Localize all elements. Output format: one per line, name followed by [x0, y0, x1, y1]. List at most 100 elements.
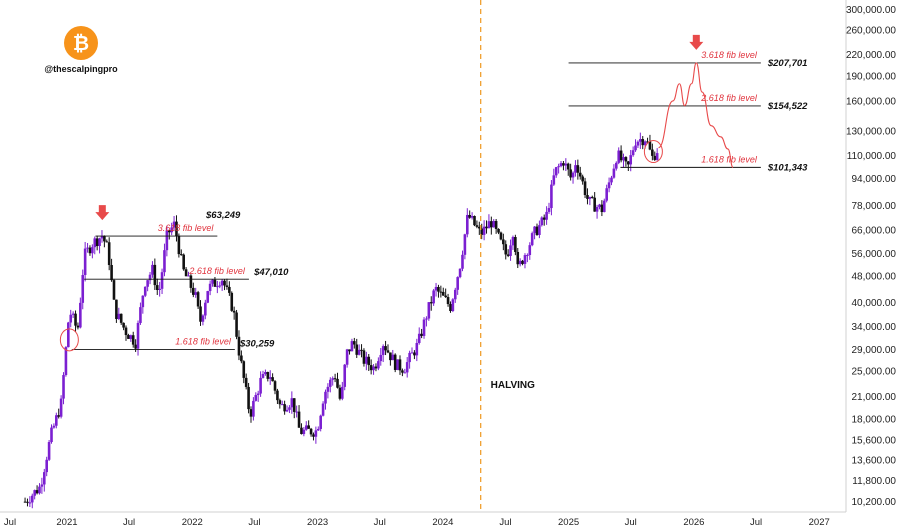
- candle-body: [559, 163, 563, 167]
- candle-body: [297, 411, 301, 428]
- candle-body: [377, 361, 380, 369]
- candle-body: [95, 238, 99, 247]
- candle-body: [410, 352, 414, 354]
- candle-body: [124, 327, 128, 336]
- y-tick-label: 11,800.00: [852, 476, 896, 487]
- x-tick-label: 2026: [683, 517, 704, 528]
- candle-body: [331, 378, 335, 380]
- candle-body: [369, 365, 373, 371]
- candle-body: [216, 286, 219, 288]
- candle-body: [554, 167, 558, 176]
- candle-body: [218, 285, 222, 287]
- candle-body: [119, 313, 123, 323]
- candle-body: [405, 362, 409, 373]
- y-tick-label: 15,600.00: [852, 435, 897, 446]
- candle-body: [576, 165, 580, 173]
- y-tick-label: 260,000.00: [846, 26, 896, 37]
- candle-body: [223, 280, 226, 286]
- candle-body: [357, 349, 361, 355]
- candle-body: [71, 313, 75, 315]
- candle-body: [437, 286, 440, 292]
- candle-body: [100, 236, 104, 239]
- candle-body: [456, 277, 459, 290]
- y-tick-label: 110,000.00: [847, 151, 897, 162]
- candle-body: [259, 377, 262, 394]
- candle-body: [302, 429, 306, 435]
- y-tick-label: 40,000.00: [852, 298, 897, 309]
- candle-body: [602, 200, 606, 213]
- fib-price-label: $154,522: [767, 101, 808, 112]
- candle-body: [105, 241, 109, 243]
- candle-body: [526, 255, 529, 257]
- candle-body: [240, 355, 243, 362]
- candle-body: [639, 139, 642, 142]
- candle-body: [292, 398, 296, 412]
- candle-body: [345, 349, 349, 365]
- candle-body: [81, 275, 85, 303]
- candle-body: [583, 181, 587, 196]
- candle-body: [204, 302, 207, 316]
- candle-body: [379, 354, 383, 362]
- candle-body: [566, 163, 570, 170]
- candle-body: [312, 434, 315, 437]
- fib-price-label: $47,010: [253, 267, 289, 278]
- candle-body: [600, 204, 604, 213]
- candle-body: [629, 155, 633, 165]
- candle-body: [441, 291, 445, 296]
- candle-body: [422, 319, 426, 336]
- candle-body: [391, 354, 395, 361]
- y-tick-label: 10,200.00: [852, 497, 897, 508]
- candle-body: [264, 372, 267, 374]
- candle-body: [242, 361, 246, 378]
- candle-body: [122, 322, 125, 328]
- candle-body: [38, 486, 41, 494]
- candle-body: [429, 302, 433, 304]
- x-tick-label: 2023: [307, 517, 328, 528]
- candle-body: [167, 230, 171, 233]
- brand-handle: @thescalpingpro: [44, 64, 118, 74]
- candle-body: [304, 425, 308, 430]
- candle-body: [473, 215, 476, 226]
- candle-body: [177, 236, 181, 255]
- candle-body: [64, 347, 68, 376]
- candle-body: [79, 302, 82, 328]
- candle-body: [107, 242, 111, 266]
- candle-body: [516, 251, 520, 265]
- candle-body: [249, 409, 253, 417]
- fib-level-label: 3.618 fib level: [158, 223, 215, 233]
- candle-body: [475, 225, 479, 227]
- candle-body: [653, 155, 657, 160]
- candle-body: [446, 297, 450, 305]
- candle-body: [165, 230, 169, 251]
- candle-body: [557, 166, 560, 168]
- y-tick-label: 190,000.00: [846, 71, 896, 82]
- candle-body: [393, 354, 397, 370]
- candle-body: [571, 172, 575, 178]
- candle-body: [636, 141, 640, 146]
- candle-body: [290, 398, 294, 408]
- candle-body: [497, 228, 500, 233]
- candle-body: [465, 214, 469, 235]
- candle-body: [518, 260, 522, 265]
- candle-body: [252, 400, 255, 417]
- candle-body: [194, 292, 198, 295]
- candle-body: [261, 373, 265, 378]
- candle-body: [353, 341, 356, 345]
- candle-body: [641, 139, 645, 146]
- candle-body: [578, 172, 582, 177]
- candle-body: [403, 372, 407, 374]
- fib-level-label: 2.618 fib level: [700, 93, 758, 103]
- candle-body: [588, 196, 592, 199]
- candle-body: [271, 377, 274, 382]
- candle-body: [651, 149, 654, 156]
- candle-body: [598, 204, 601, 207]
- candle-body: [514, 237, 517, 252]
- candle-body: [321, 403, 325, 416]
- candle-body: [244, 377, 248, 387]
- candle-body: [59, 398, 63, 417]
- candle-body: [160, 272, 164, 289]
- y-tick-label: 78,000.00: [852, 201, 897, 212]
- candle-body: [439, 291, 443, 293]
- candle-body: [492, 221, 496, 228]
